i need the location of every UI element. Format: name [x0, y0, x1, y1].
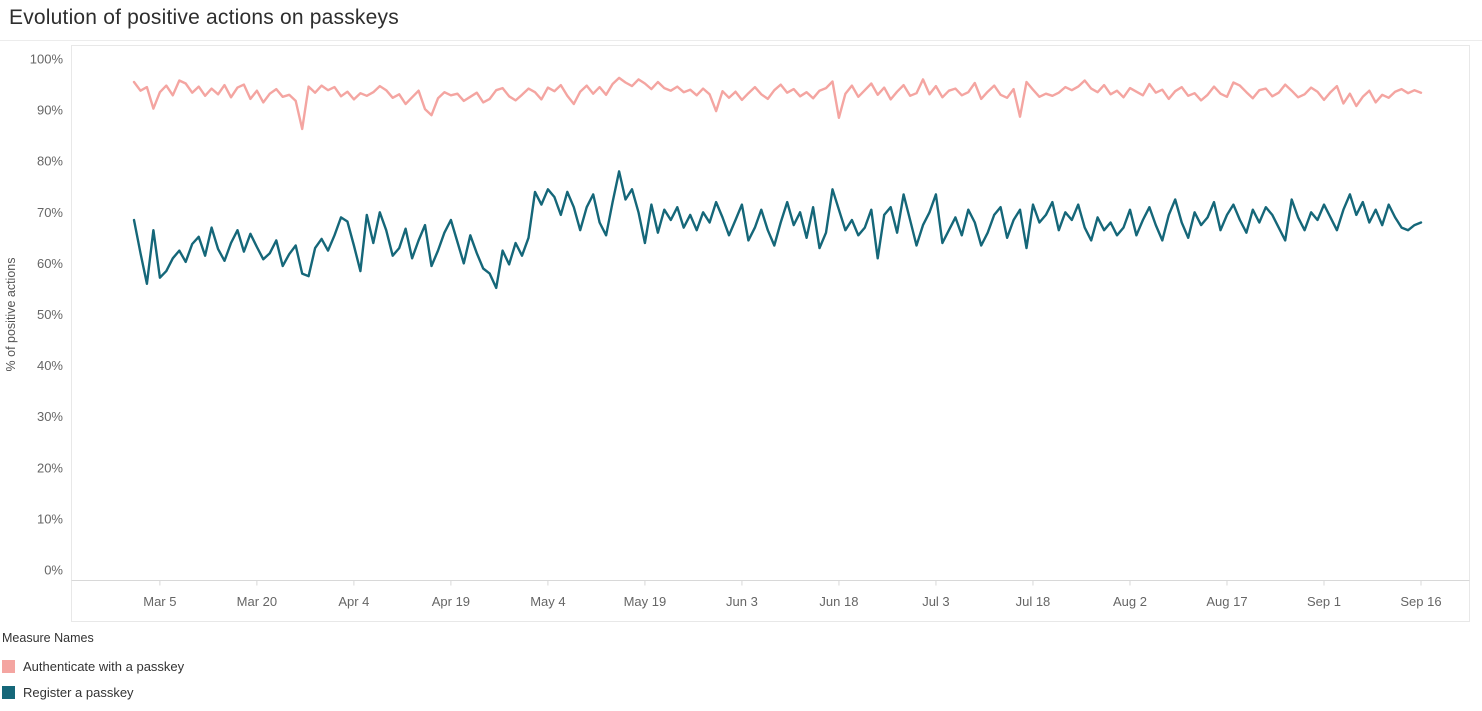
y-tick-label: 20%	[37, 460, 63, 475]
x-tick-label: Jun 3	[726, 594, 758, 609]
x-tick-label: Mar 5	[143, 594, 176, 609]
legend-item-authenticate[interactable]: Authenticate with a passkey	[2, 653, 184, 679]
x-tick-label: May 4	[530, 594, 565, 609]
x-tick-label: Apr 4	[338, 594, 369, 609]
x-tick-label: Aug 2	[1113, 594, 1147, 609]
legend-label-authenticate: Authenticate with a passkey	[23, 658, 185, 674]
legend-swatch-authenticate	[2, 659, 15, 673]
y-tick-label: 70%	[37, 205, 63, 220]
y-tick-label: 30%	[37, 409, 63, 424]
y-tick-label: 80%	[37, 154, 63, 169]
x-tick-label: Sep 16	[1400, 594, 1441, 609]
y-tick-label: 90%	[37, 103, 63, 118]
y-axis-title: % of positive actions	[4, 258, 18, 372]
legend-title: Measure Names	[2, 631, 94, 645]
x-tick-label: Jun 18	[819, 594, 858, 609]
series-line-1[interactable]	[132, 170, 1423, 290]
x-tick-label: May 19	[624, 594, 667, 609]
legend-swatch-register	[2, 685, 15, 699]
x-tick-label: Apr 19	[432, 594, 470, 609]
legend-label-register: Register a passkey	[23, 684, 134, 700]
legend-item-register[interactable]: Register a passkey	[2, 679, 184, 705]
y-tick-label: 10%	[37, 511, 63, 526]
y-tick-label: 40%	[37, 358, 63, 373]
plot-pane-border	[71, 45, 1470, 622]
x-tick-label: Sep 1	[1307, 594, 1341, 609]
y-tick-label: 100%	[30, 52, 64, 67]
title-divider	[0, 40, 1482, 41]
y-tick-label: 50%	[37, 307, 63, 322]
y-tick-label: 0%	[44, 563, 63, 578]
x-tick-label: Jul 3	[922, 594, 949, 609]
y-tick-label: 60%	[37, 256, 63, 271]
chart-title: Evolution of positive actions on passkey…	[9, 6, 399, 29]
legend: Measure Names Authenticate with a passke…	[2, 631, 184, 705]
x-tick-label: Aug 17	[1206, 594, 1247, 609]
x-tick-label: Mar 20	[237, 594, 277, 609]
x-tick-label: Jul 18	[1016, 594, 1051, 609]
chart-canvas[interactable]: 0% 10% 20% 30% 40% 50% 60% 70% 80% 90% 100% Mar 5 Ma…	[0, 40, 1482, 632]
series-line-0[interactable]	[132, 76, 1423, 131]
line-chart-area[interactable]: 0% 10% 20% 30% 40% 50% 60% 70% 80% 90% 100% Mar 5 Ma…	[0, 40, 1482, 632]
